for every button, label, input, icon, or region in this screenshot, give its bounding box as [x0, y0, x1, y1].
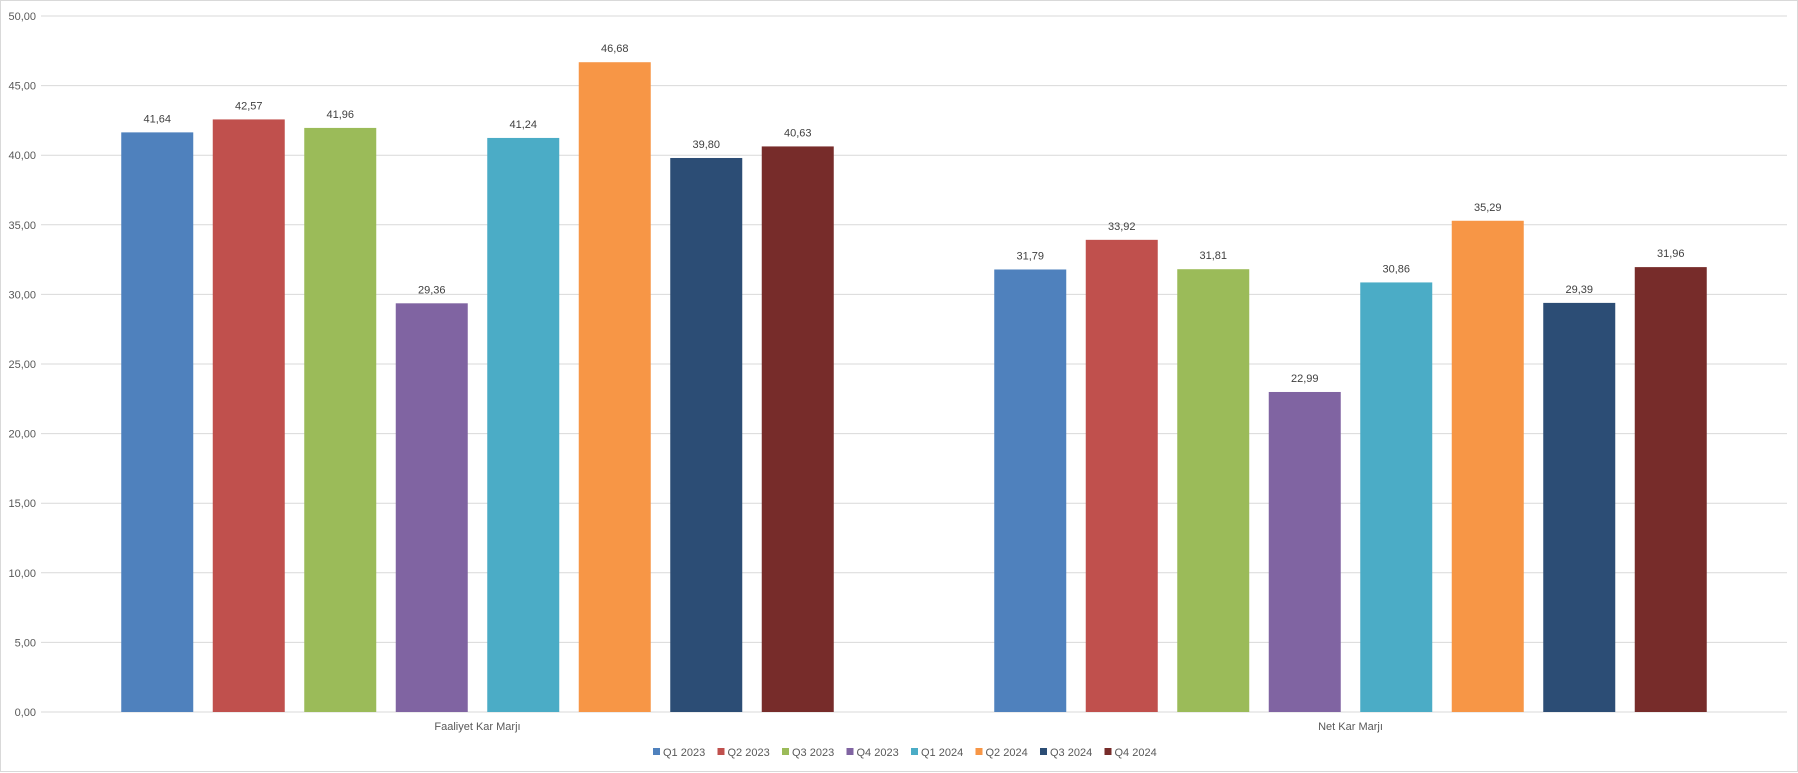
legend-swatch	[717, 748, 725, 755]
y-tick-label: 45,00	[8, 81, 36, 93]
bar	[1177, 269, 1250, 712]
y-tick-label: 5,00	[15, 637, 36, 649]
bar	[1634, 267, 1707, 712]
bar	[1268, 391, 1341, 712]
data-label: 41,24	[509, 119, 537, 131]
bar	[670, 157, 743, 712]
data-label: 30,86	[1382, 263, 1410, 275]
x-axis-categories: Faaliyet Kar Marjı Net Kar Marjı	[434, 721, 1383, 733]
data-label: 33,92	[1108, 221, 1136, 233]
bar	[578, 62, 651, 712]
bars	[121, 62, 1707, 713]
y-tick-label: 25,00	[8, 359, 36, 371]
category-label: Net Kar Marjı	[1318, 721, 1383, 733]
legend-label: Q4 2023	[857, 747, 899, 759]
data-labels: 41,64 31,79 42,57 33,92 41,96 31,81 29,36 22,99…	[143, 43, 1684, 385]
bar	[1451, 220, 1524, 713]
data-label: 29,39	[1565, 284, 1593, 296]
data-label: 46,68	[601, 43, 629, 55]
y-tick-label: 40,00	[8, 150, 36, 162]
gridlines	[41, 15, 1787, 713]
y-tick-label: 50,00	[8, 11, 36, 23]
data-label: 29,36	[418, 284, 446, 296]
legend-label: Q1 2023	[663, 747, 705, 759]
data-label: 35,29	[1474, 202, 1502, 214]
legend-label: Q2 2023	[728, 747, 770, 759]
y-tick-label: 0,00	[15, 707, 36, 719]
legend-swatch	[1104, 748, 1112, 755]
legend-swatch	[911, 748, 918, 755]
bar	[1360, 282, 1433, 712]
legend-swatch	[653, 748, 660, 755]
data-label: 31,96	[1657, 248, 1685, 260]
data-label: 39,80	[692, 139, 720, 151]
data-label: 41,64	[143, 113, 171, 125]
legend-swatch	[782, 748, 789, 755]
y-tick-label: 30,00	[8, 289, 36, 301]
data-label: 22,99	[1291, 373, 1319, 385]
legend-label: Q3 2023	[792, 747, 834, 759]
bar	[1085, 239, 1158, 712]
data-label: 42,57	[235, 100, 263, 112]
bar	[304, 127, 377, 712]
legend-label: Q4 2024	[1115, 747, 1157, 759]
legend-label: Q1 2024	[921, 747, 963, 759]
y-tick-label: 15,00	[8, 498, 36, 510]
legend: Q1 2023 Q2 2023 Q3 2023 Q4 2023 Q1 2024 Q2 20…	[653, 747, 1157, 759]
bar	[487, 137, 560, 712]
legend-label: Q3 2024	[1050, 747, 1092, 759]
bar	[1543, 302, 1616, 712]
y-axis-ticks: 0,00 5,00 10,00 15,00 20,00 25,00 30,00 35,00 40…	[8, 11, 36, 719]
bar	[121, 132, 194, 712]
legend-swatch	[1040, 748, 1047, 755]
legend-swatch	[975, 748, 983, 755]
data-label: 40,63	[784, 127, 812, 139]
y-tick-label: 10,00	[8, 568, 36, 580]
bar	[994, 269, 1067, 712]
legend-label: Q2 2024	[986, 747, 1028, 759]
bar	[761, 146, 834, 712]
data-label: 31,79	[1016, 250, 1044, 262]
bar	[395, 303, 468, 712]
bar	[212, 119, 285, 712]
legend-swatch	[846, 748, 854, 755]
y-tick-label: 20,00	[8, 429, 36, 441]
data-label: 31,81	[1199, 250, 1227, 262]
category-label: Faaliyet Kar Marjı	[434, 721, 520, 733]
data-label: 41,96	[326, 109, 354, 121]
y-tick-label: 35,00	[8, 220, 36, 232]
